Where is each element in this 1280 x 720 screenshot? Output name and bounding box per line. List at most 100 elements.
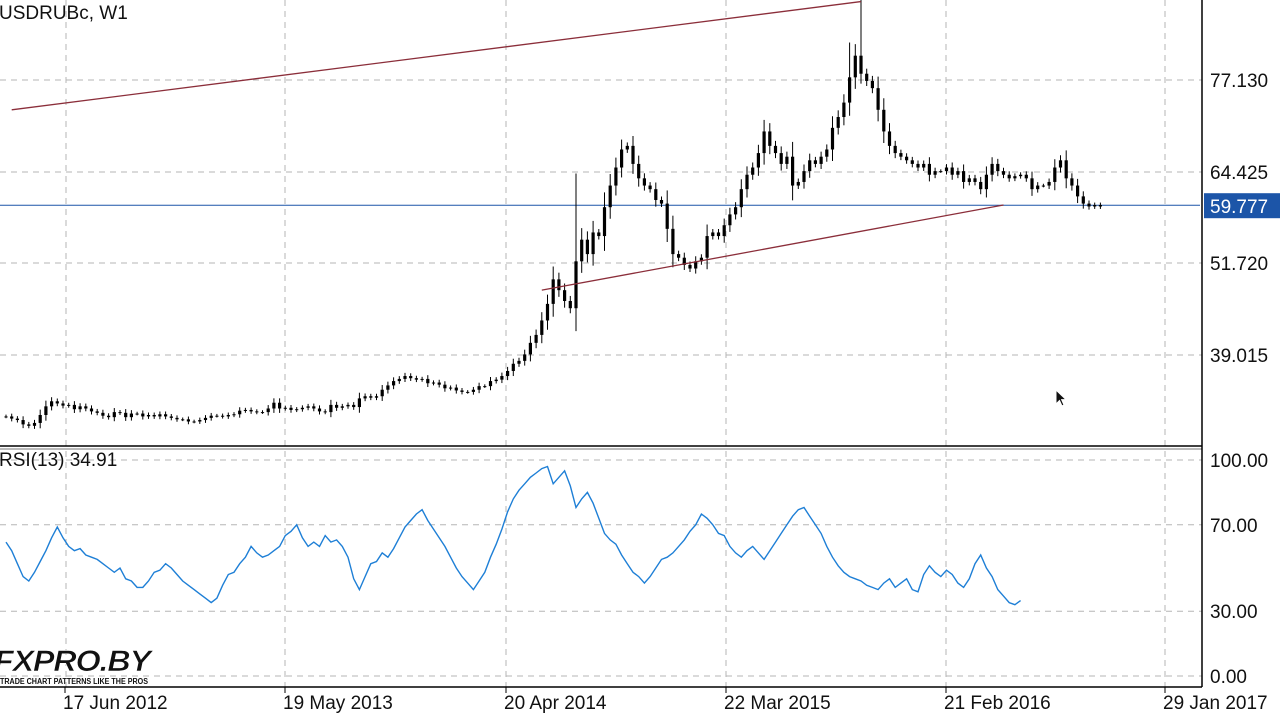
candle-body [506,370,510,377]
candle-body [312,406,316,409]
candle-body [545,303,550,321]
candle-body [363,396,367,399]
candle-body [785,156,789,164]
candle-body [659,199,664,204]
candle-body [893,145,897,154]
candle-body [192,421,196,423]
candle-body [500,376,504,380]
candle-body [10,416,14,419]
candle-body [409,376,413,379]
candle-body [483,386,487,388]
candle-body [67,404,71,406]
candle-body [654,189,658,200]
candle-body [209,415,213,418]
symbol-title: USDRUBc, W1 [0,3,128,24]
candle-body [973,178,977,182]
candle-body [232,414,236,416]
candle-body [631,145,635,164]
candle-body [300,407,304,410]
time-tick-label: 19 May 2013 [283,693,393,714]
candle-body [962,171,966,182]
candle-body [779,153,783,164]
candle-body [289,407,293,410]
time-tick-label: 20 Apr 2014 [504,693,607,714]
candle-body [494,379,498,382]
candle-body [905,156,909,161]
candle-body [711,232,715,237]
price-candles [4,0,1102,429]
grid-layer [0,0,1202,687]
candle-body [517,360,521,364]
candle-body [1001,171,1006,175]
candle-body [825,149,829,157]
rsi-tick-label: 100.00 [1210,451,1268,472]
candle-body [449,387,453,389]
candle-body [226,414,230,417]
candle-body [768,131,772,146]
time-tick-label: 21 Feb 2016 [944,693,1051,714]
candle-body [186,419,190,422]
rsi-tick-label: 0.00 [1210,667,1247,688]
candle-body [329,404,333,413]
candle-body [642,178,646,186]
candle-body [1019,174,1023,177]
candle-body [699,257,703,262]
candle-body [278,402,282,409]
candle-body [585,239,589,255]
candle-body [112,412,116,418]
candle-body [887,131,892,146]
candle-body [55,401,59,404]
candle-body [734,207,738,215]
candle-body [488,381,493,387]
candle-body [101,412,105,416]
candle-body [146,414,151,417]
candle-body [107,415,111,418]
candle-body [591,232,595,255]
candle-body [1058,160,1063,168]
candle-body [403,376,407,379]
candle-body [1076,185,1080,197]
candle-body [722,225,726,237]
candle-body [773,145,778,154]
price-tick-label: 64.425 [1210,163,1268,184]
candle-body [762,131,766,154]
candle-body [27,424,31,426]
candle-body [135,413,139,415]
candle-body [597,232,601,237]
candle-body [996,163,1000,172]
mouse-pointer-icon [1055,389,1067,407]
current-price-label: 59.777 [1204,193,1280,219]
price-tick-label: 77.130 [1210,71,1268,92]
candle-body [129,413,133,418]
candle-body [221,415,225,417]
candle-body [357,398,361,408]
candle-body [1070,178,1074,186]
candle-body [346,404,350,407]
time-tick-label: 17 Jun 2012 [63,693,168,714]
candle-body [118,412,122,414]
candle-body [1030,178,1034,190]
candle-body [169,416,173,418]
candle-body [540,320,544,335]
candle-body [956,171,960,175]
candle-body [352,404,356,408]
candle-body [602,207,607,237]
candle-body [460,390,464,392]
candle-body [124,412,128,418]
candle-body [716,232,721,237]
candle-body [739,189,743,208]
rsi-tick-label: 70.00 [1210,516,1258,537]
candle-body [335,404,339,408]
rsi-line [5,465,1022,606]
candle-body [870,80,874,89]
logo-wordmark: FXPRO.BY [0,645,154,678]
candle-body [4,416,8,418]
candle-body [215,415,219,417]
candle-body [574,261,578,309]
candle-body [141,413,145,417]
candle-body [745,174,749,190]
candle-body [392,381,396,386]
candle-body [386,385,390,390]
candle-body [38,414,42,423]
